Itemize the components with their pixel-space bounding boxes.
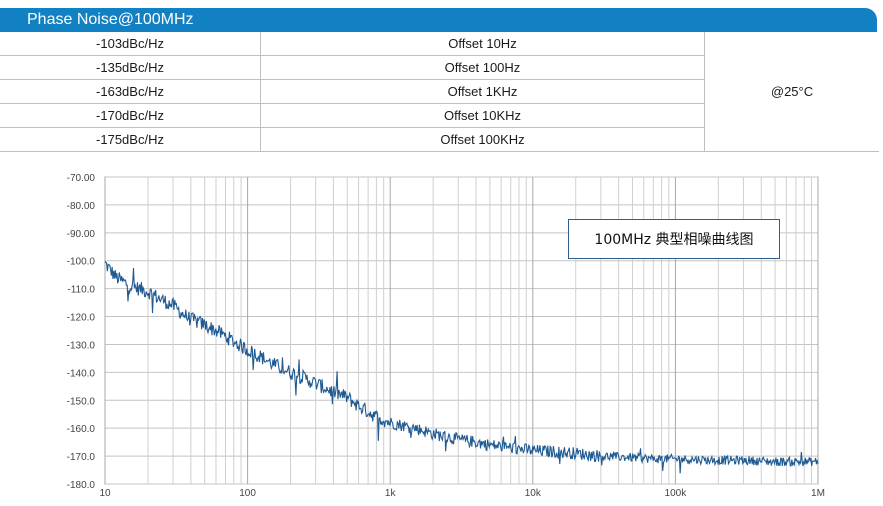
x-tick-label: 1k	[385, 488, 397, 499]
x-tick-label: 100k	[665, 488, 688, 499]
y-tick-label: -170.0	[67, 452, 96, 463]
y-tick-label: -100.0	[67, 257, 96, 268]
phase-noise-value: -135dBc/Hz	[0, 55, 261, 80]
y-tick-label: -80.00	[67, 201, 96, 212]
x-tick-label: 100	[239, 488, 256, 499]
table-row: -170dBc/Hz Offset 10KHz	[0, 103, 879, 128]
table-row: -175dBc/Hz Offset 100KHz	[0, 127, 879, 152]
chart-title: 100MHz 典型相噪曲线图	[594, 232, 754, 248]
table-row: -163dBc/Hz Offset 1KHz	[0, 79, 879, 104]
offset-frequency: Offset 10Hz	[260, 32, 705, 56]
phase-noise-value: -170dBc/Hz	[0, 103, 261, 128]
offset-frequency: Offset 100KHz	[260, 127, 705, 152]
y-tick-label: -150.0	[67, 396, 96, 407]
x-tick-label: 10k	[525, 488, 542, 499]
y-tick-label: -90.00	[67, 229, 96, 240]
y-tick-label: -160.0	[67, 424, 96, 435]
x-tick-label: 1M	[811, 488, 825, 499]
offset-frequency: Offset 10KHz	[260, 103, 705, 128]
phase-noise-value: -103dBc/Hz	[0, 32, 261, 56]
temperature-condition: @25°C	[704, 32, 879, 152]
y-tick-label: -140.0	[67, 368, 96, 379]
phase-noise-value: -175dBc/Hz	[0, 127, 261, 152]
y-tick-label: -180.0	[67, 480, 96, 491]
y-tick-label: -120.0	[67, 313, 96, 324]
chart-title-box: 100MHz 典型相噪曲线图	[568, 219, 780, 259]
phase-noise-value: -163dBc/Hz	[0, 79, 261, 104]
y-tick-label: -130.0	[67, 340, 96, 351]
y-tick-label: -110.0	[67, 285, 95, 296]
x-tick-label: 10	[99, 488, 111, 499]
y-tick-label: -70.00	[67, 173, 96, 184]
section-title: Phase Noise@100MHz	[27, 11, 194, 28]
phase-noise-chart: -70.00 -80.00 -90.00 -100.0 -110.0 -120.0 -130…	[67, 173, 825, 499]
section-header: Phase Noise@100MHz	[0, 8, 877, 32]
phase-noise-table: -103dBc/Hz Offset 10Hz @25°C -135dBc/Hz …	[0, 32, 879, 152]
offset-frequency: Offset 1KHz	[260, 79, 705, 104]
offset-frequency: Offset 100Hz	[260, 55, 705, 80]
phase-noise-series-line	[104, 260, 819, 474]
table-row: -103dBc/Hz Offset 10Hz @25°C	[0, 32, 879, 152]
table-row: -135dBc/Hz Offset 100Hz	[0, 55, 879, 80]
